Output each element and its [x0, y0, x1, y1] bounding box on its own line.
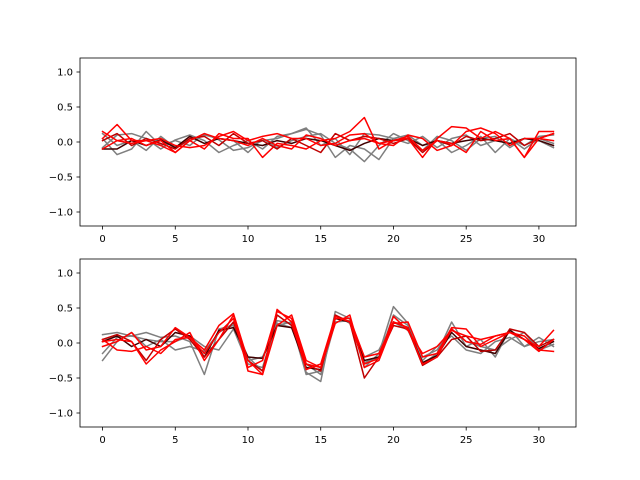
x-tick-label: 25: [460, 435, 473, 446]
series-group: [101, 305, 555, 383]
x-tick-label: 15: [314, 435, 327, 446]
x-tick-label: 30: [533, 234, 546, 245]
x-tick-label: 25: [460, 234, 473, 245]
y-tick-label: −0.5: [49, 374, 73, 385]
y-tick-label: 0.5: [57, 304, 73, 315]
series-line-1: [101, 128, 555, 161]
series-line-6: [101, 308, 555, 376]
x-tick-label: 0: [99, 435, 105, 446]
x-tick-label: 15: [314, 234, 327, 245]
y-tick-label: −1.0: [49, 409, 73, 420]
x-tick-label: 10: [242, 435, 255, 446]
y-tick-label: 0.0: [57, 138, 73, 149]
x-tick-label: 5: [172, 234, 178, 245]
series-line-8: [101, 116, 555, 159]
y-tick-label: 0.0: [57, 339, 73, 350]
x-tick-label: 10: [242, 234, 255, 245]
series-group: [101, 116, 555, 163]
series-line-5: [101, 132, 555, 154]
series-line-2: [101, 319, 555, 376]
x-tick-label: 20: [387, 435, 400, 446]
series-line-7: [101, 123, 555, 152]
y-tick-label: −0.5: [49, 173, 73, 184]
y-tick-label: 1.0: [57, 68, 73, 79]
x-tick-label: 0: [99, 234, 105, 245]
x-tick-label: 20: [387, 234, 400, 245]
bottom-subplot: 0 5 10 15 20 25 30 −1.0 −0.5 0.0 0.5 1.0: [49, 258, 577, 446]
top-subplot: 0 5 10 15 20 25 30 −1.0 −0.5 0.0 0.5 1.0: [49, 57, 577, 245]
y-tick-label: −1.0: [49, 208, 73, 219]
x-tick-label: 30: [533, 435, 546, 446]
y-tick-label: 0.5: [57, 103, 73, 114]
series-line-8: [101, 312, 555, 376]
y-tick-label: 1.0: [57, 269, 73, 280]
x-tick-label: 5: [172, 435, 178, 446]
